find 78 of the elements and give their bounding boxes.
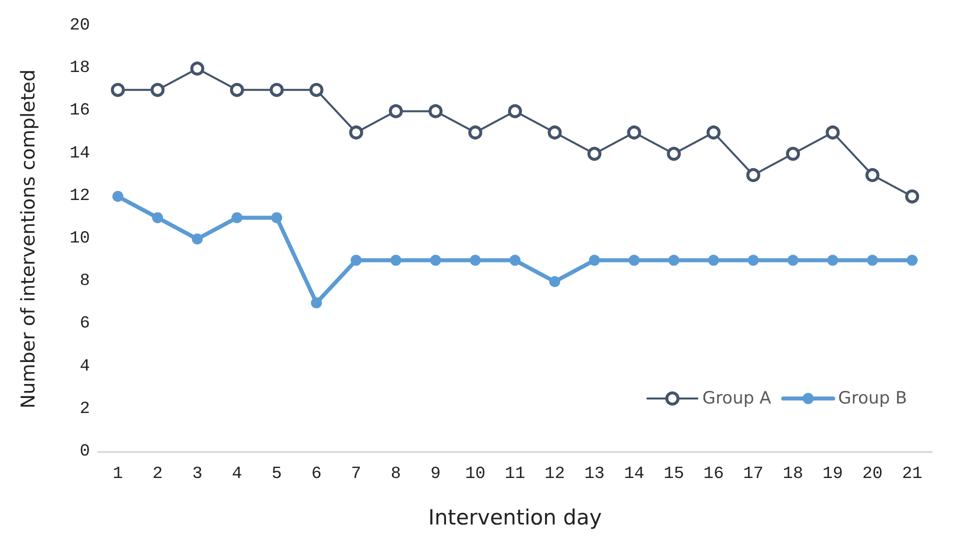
x-tick-label: 1: [112, 465, 123, 484]
point: [232, 212, 242, 224]
point: [152, 212, 164, 224]
x-tick-label: 20: [862, 465, 883, 484]
point: [271, 212, 282, 224]
x-tick-label: 4: [232, 465, 242, 484]
point: [230, 82, 244, 97]
x-tick-label: 7: [351, 465, 362, 484]
point: [428, 104, 443, 118]
point: [349, 126, 364, 140]
point: [865, 168, 880, 182]
x-tick-label: 2: [152, 465, 163, 484]
point: [906, 254, 918, 266]
x-tick-label: 13: [584, 465, 605, 484]
x-tick-label: 12: [544, 465, 565, 484]
x-tick-label: 11: [504, 465, 526, 484]
y-axis-title: Number of interventions completed: [18, 69, 40, 409]
point: [470, 254, 481, 266]
y-tick-label: 4: [80, 357, 90, 376]
y-tick-label: 12: [70, 186, 90, 206]
x-tick-label: 10: [465, 465, 486, 484]
point: [666, 146, 681, 161]
x-tick-label: 6: [311, 465, 322, 484]
point: [588, 254, 600, 266]
x-tick-label: 9: [430, 465, 441, 484]
x-tick-label: 18: [782, 465, 804, 484]
point: [390, 254, 402, 266]
y-tick-label: 6: [80, 314, 90, 334]
point: [905, 189, 920, 204]
point: [388, 104, 403, 118]
point: [826, 126, 840, 140]
y-tick-label: 16: [70, 102, 90, 121]
point: [549, 276, 560, 288]
point: [746, 168, 760, 182]
y-tick-label: 8: [80, 272, 90, 292]
x-tick-label: 17: [743, 465, 764, 484]
point: [708, 254, 720, 266]
y-tick-label: 18: [70, 59, 90, 78]
point: [510, 254, 520, 266]
point: [150, 82, 165, 97]
x-tick-label: 5: [272, 465, 282, 484]
point: [627, 126, 642, 140]
point: [587, 146, 602, 161]
y-tick-label: 2: [80, 400, 90, 419]
point: [350, 254, 362, 266]
point: [468, 126, 482, 140]
x-axis-title: Intervention day: [428, 506, 602, 530]
legend-label: Group A: [702, 388, 772, 408]
x-tick-label: 19: [822, 465, 843, 484]
x-tick-label: 14: [624, 465, 644, 484]
point: [110, 82, 125, 97]
point: [866, 254, 878, 266]
y-tick-label: 10: [70, 230, 90, 248]
point: [270, 82, 284, 97]
point: [788, 254, 798, 266]
x-tick-label: 16: [703, 465, 724, 484]
point: [309, 82, 324, 97]
point: [668, 254, 680, 266]
legend-label: Group B: [838, 388, 908, 408]
point: [786, 146, 800, 161]
y-tick-label: 14: [70, 144, 90, 164]
point: [508, 104, 522, 118]
point: [628, 254, 640, 266]
x-tick-label: 15: [664, 465, 684, 484]
point: [192, 234, 203, 244]
point: [706, 126, 721, 140]
x-tick-label: 3: [192, 465, 202, 484]
y-tick-label: 0: [80, 442, 90, 462]
x-tick-label: 21: [902, 465, 922, 484]
point: [190, 62, 204, 76]
point: [827, 254, 838, 266]
point: [548, 126, 562, 140]
y-tick-label: 20: [70, 16, 90, 36]
x-tick-label: 8: [390, 465, 401, 484]
point: [112, 190, 124, 202]
point: [748, 254, 759, 266]
point: [430, 254, 442, 266]
point: [310, 297, 322, 308]
